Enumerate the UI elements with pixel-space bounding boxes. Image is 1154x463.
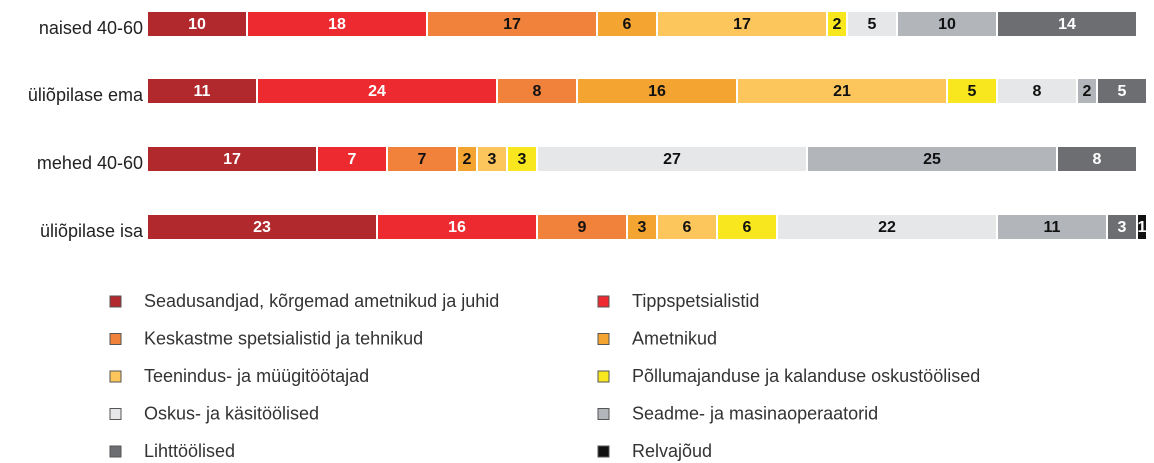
bar-segment bbox=[148, 79, 256, 103]
bar-segment bbox=[948, 79, 996, 103]
value-label: 5 bbox=[968, 83, 977, 100]
bar-segment bbox=[148, 147, 316, 171]
value-label: 7 bbox=[348, 151, 357, 168]
value-label: 2 bbox=[833, 16, 842, 33]
value-label: 14 bbox=[1058, 16, 1076, 33]
legend-swatch bbox=[597, 370, 610, 383]
bar-segment bbox=[828, 12, 846, 36]
value-label: 22 bbox=[878, 219, 896, 236]
bar-segment bbox=[538, 147, 806, 171]
value-label: 5 bbox=[868, 16, 877, 33]
value-label: 16 bbox=[648, 83, 666, 100]
bar-segment bbox=[658, 215, 716, 239]
value-label: 5 bbox=[1118, 83, 1127, 100]
value-label: 18 bbox=[328, 16, 346, 33]
legend-swatch bbox=[109, 408, 122, 420]
category-label: mehed 40-60 bbox=[37, 153, 143, 173]
bar-segment bbox=[508, 147, 536, 171]
bar-segment bbox=[1138, 215, 1146, 239]
bar-segment bbox=[458, 147, 476, 171]
bar-segment bbox=[1108, 215, 1136, 239]
value-label: 25 bbox=[923, 151, 941, 168]
value-label: 1 bbox=[1138, 219, 1147, 236]
bar-segment bbox=[248, 12, 426, 36]
value-label: 3 bbox=[488, 151, 497, 168]
category-label: üliõpilase ema bbox=[28, 85, 144, 105]
bar-segment bbox=[498, 79, 576, 103]
legend-swatch bbox=[109, 333, 122, 345]
bar-segment bbox=[658, 12, 826, 36]
bar-segment bbox=[428, 12, 596, 36]
value-label: 11 bbox=[1044, 219, 1061, 236]
value-label: 11 bbox=[194, 83, 211, 100]
bar-segment bbox=[148, 215, 376, 239]
category-label: naised 40-60 bbox=[39, 18, 143, 38]
bar-segment bbox=[538, 215, 626, 239]
bar-segment bbox=[718, 215, 776, 239]
bar-segment bbox=[258, 79, 496, 103]
value-label: 17 bbox=[503, 16, 521, 33]
bar-segment bbox=[578, 79, 736, 103]
value-label: 6 bbox=[743, 219, 752, 236]
legend-label: Oskus- ja käsitöölised bbox=[144, 403, 319, 423]
legend-label: Seadusandjad, kõrgemad ametnikud ja juhi… bbox=[144, 291, 499, 311]
value-label: 6 bbox=[623, 16, 632, 33]
legend-label: Lihttöölised bbox=[144, 441, 235, 461]
bar-segment bbox=[998, 215, 1106, 239]
bar-segment bbox=[1078, 79, 1096, 103]
bar-segment bbox=[998, 79, 1076, 103]
value-label: 27 bbox=[663, 151, 681, 168]
legend-swatch bbox=[597, 445, 610, 458]
bar-segment bbox=[378, 215, 536, 239]
value-label: 3 bbox=[1118, 219, 1127, 236]
bar-segment bbox=[738, 79, 946, 103]
legend-swatch bbox=[597, 295, 610, 308]
bar-segment bbox=[898, 12, 996, 36]
legend-swatch bbox=[109, 370, 122, 383]
legend-label: Seadme- ja masinaoperaatorid bbox=[632, 403, 878, 423]
bar-segment bbox=[778, 215, 996, 239]
value-label: 7 bbox=[418, 151, 427, 168]
bar-segment bbox=[1058, 147, 1136, 171]
value-label: 2 bbox=[463, 151, 472, 168]
legend-swatch bbox=[109, 295, 122, 308]
category-label: üliõpilase isa bbox=[40, 221, 144, 241]
bar-segment bbox=[388, 147, 456, 171]
value-label: 8 bbox=[1033, 83, 1042, 100]
legend-swatch bbox=[597, 408, 610, 420]
bar-segment bbox=[848, 12, 896, 36]
bar-segment bbox=[478, 147, 506, 171]
bar-segment bbox=[148, 12, 246, 36]
value-label: 8 bbox=[1093, 151, 1102, 168]
legend-label: Relvajõud bbox=[632, 441, 712, 461]
value-label: 10 bbox=[188, 16, 206, 33]
legend-label: Keskastme spetsialistid ja tehnikud bbox=[144, 328, 423, 348]
value-label: 17 bbox=[223, 151, 241, 168]
bar-segment bbox=[598, 12, 656, 36]
legend-swatch bbox=[597, 333, 610, 345]
legend-swatch bbox=[109, 445, 122, 458]
bar-segment bbox=[808, 147, 1056, 171]
legend-label: Tippspetsialistid bbox=[632, 291, 759, 311]
value-label: 3 bbox=[638, 219, 647, 236]
value-label: 2 bbox=[1083, 83, 1092, 100]
value-label: 24 bbox=[368, 83, 386, 100]
legend-label: Ametnikud bbox=[632, 328, 717, 348]
value-label: 6 bbox=[683, 219, 692, 236]
value-label: 9 bbox=[578, 219, 587, 236]
value-label: 3 bbox=[518, 151, 527, 168]
value-label: 23 bbox=[253, 219, 271, 236]
legend-label: Teenindus- ja müügitöötajad bbox=[144, 366, 369, 386]
value-label: 8 bbox=[533, 83, 542, 100]
value-label: 17 bbox=[733, 16, 751, 33]
value-label: 16 bbox=[448, 219, 466, 236]
bar-segment bbox=[1098, 79, 1146, 103]
bar-segment bbox=[998, 12, 1136, 36]
value-label: 10 bbox=[938, 16, 956, 33]
bar-segment bbox=[318, 147, 386, 171]
bar-segment bbox=[628, 215, 656, 239]
legend-label: Põllumajanduse ja kalanduse oskustöölise… bbox=[632, 366, 980, 386]
value-label: 21 bbox=[833, 83, 851, 100]
